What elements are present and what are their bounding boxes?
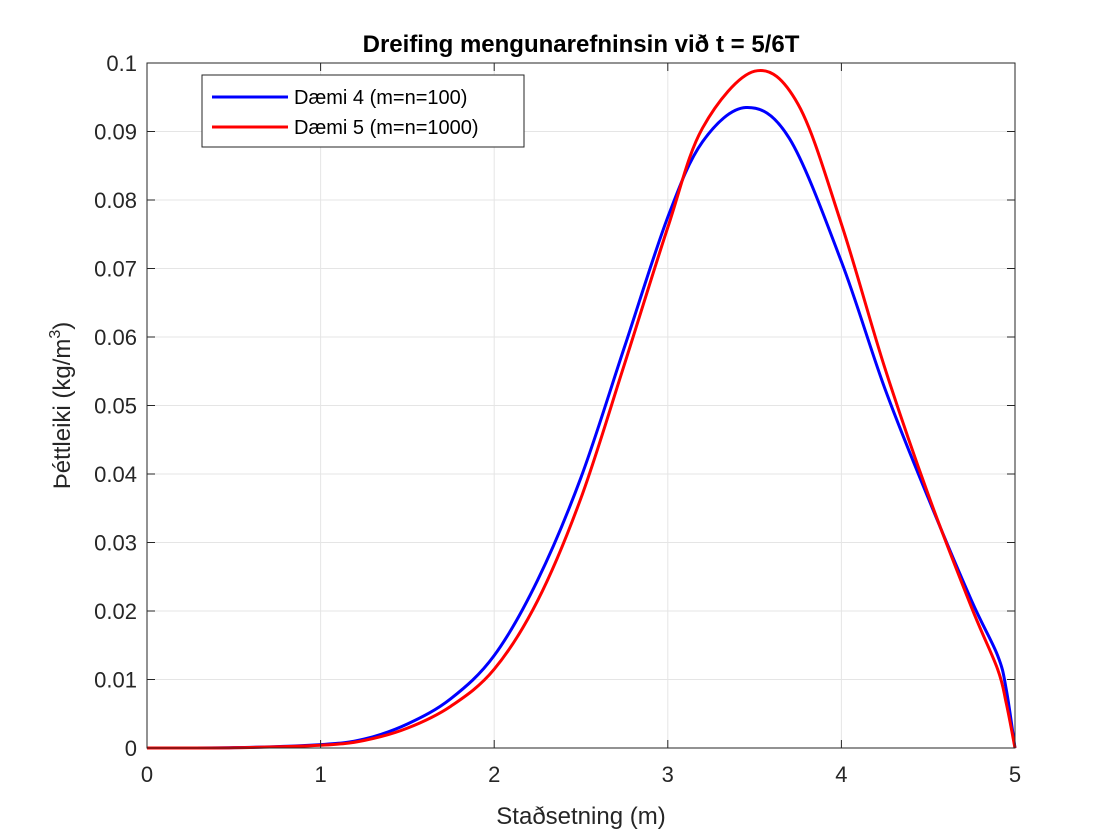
legend-label-2: Dæmi 5 (m=n=1000) bbox=[294, 117, 479, 139]
axis-ticks: 0 1 2 3 4 5 0 0.01 0.02 0.03 0.04 0.05 0.06 0.07 0.08 0… bbox=[94, 51, 1021, 787]
y-tick-label: 0.01 bbox=[94, 668, 137, 693]
y-tick-label: 0.1 bbox=[106, 51, 137, 76]
x-axis-title: Staðsetning (m) bbox=[496, 803, 665, 830]
series-layer bbox=[146, 68, 1017, 750]
y-tick-label: 0.05 bbox=[94, 394, 137, 419]
y-tick-label: 0.06 bbox=[94, 325, 137, 350]
y-axis-title-close: ) bbox=[49, 322, 76, 330]
x-tick-label: 2 bbox=[488, 762, 500, 787]
x-tick-label: 3 bbox=[662, 762, 674, 787]
y-axis-title: Þéttleiki (kg/m3) bbox=[47, 322, 76, 490]
y-tick-label: 0.04 bbox=[94, 462, 137, 487]
y-tick-label: 0.07 bbox=[94, 257, 137, 282]
y-tick-label: 0.08 bbox=[94, 188, 137, 213]
y-axis-title-superscript: 3 bbox=[47, 330, 64, 339]
y-tick-label: 0 bbox=[125, 736, 137, 761]
x-tick-label: 1 bbox=[314, 762, 326, 787]
x-tick-label: 4 bbox=[835, 762, 847, 787]
legend: Dæmi 4 (m=n=100) Dæmi 5 (m=n=1000) bbox=[201, 74, 525, 148]
y-tick-label: 0.03 bbox=[94, 531, 137, 556]
series-line-2 bbox=[146, 68, 1017, 750]
chart-title: Dreifing mengunarefninsin við t = 5/6T bbox=[363, 31, 800, 58]
legend-box bbox=[201, 74, 525, 148]
x-tick-label: 5 bbox=[1009, 762, 1021, 787]
x-tick-label: 0 bbox=[141, 762, 153, 787]
y-tick-label: 0.02 bbox=[94, 599, 137, 624]
legend-label-1: Dæmi 4 (m=n=100) bbox=[294, 87, 467, 109]
y-axis-title-main: Þéttleiki (kg/m bbox=[49, 339, 76, 490]
y-tick-label: 0.09 bbox=[94, 120, 137, 145]
